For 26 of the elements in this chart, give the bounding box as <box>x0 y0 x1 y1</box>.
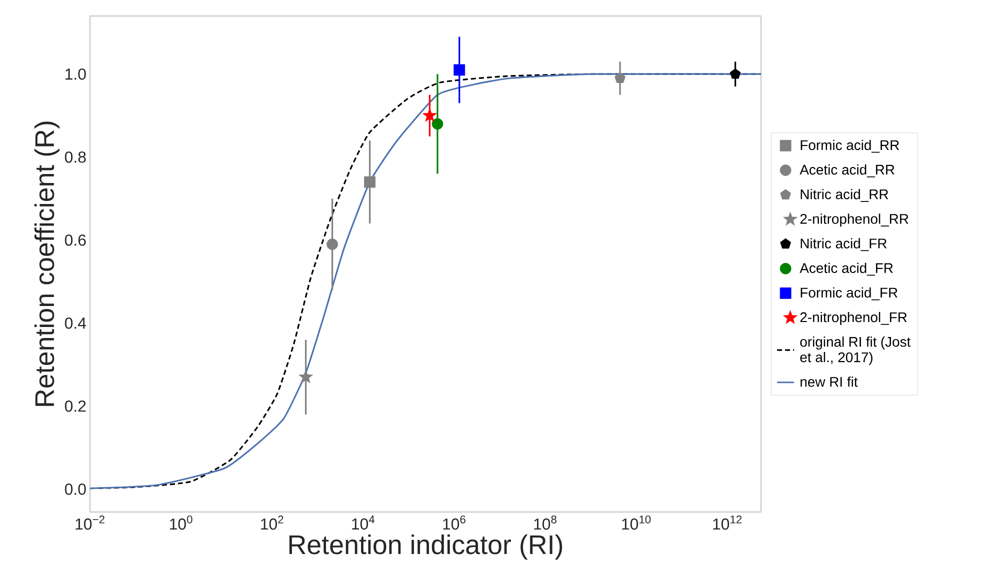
y-tick-label: 0.6 <box>64 234 86 246</box>
legend-label: new RI fit <box>800 376 858 387</box>
legend-label: 2-nitrophenol_FR <box>800 312 907 325</box>
legend-label: Nitric acid_RR <box>800 189 888 202</box>
x-tick-label: 10$^{10}$ <box>622 516 651 530</box>
legend-label: 2-nitrophenol_RR <box>800 214 908 227</box>
y-tick-label: 0.4 <box>64 318 86 329</box>
legend-label: Acetic acid_RR <box>800 164 894 178</box>
x-tick-label: 10$^{2}$ <box>261 516 284 530</box>
x-tick-label: 10$^{−2}$ <box>76 516 104 530</box>
legend-label: Formic acid_RR <box>800 140 899 153</box>
legend-label: original RI fit (Jost et al., 2017) <box>800 336 911 365</box>
legend-label: Nitric acid_FR <box>800 238 887 252</box>
y-tick-label: 0.2 <box>64 400 86 412</box>
x-tick-label: 10$^{0}$ <box>170 516 192 530</box>
x-axis-title: Retention indicator (RI) <box>289 534 562 560</box>
legend-label: Formic acid_FR <box>800 287 898 300</box>
y-tick-label: 1.0 <box>66 68 86 80</box>
x-tick-label: 10$^{4}$ <box>352 516 375 530</box>
legend-label: Acetic acid_FR <box>800 262 893 276</box>
y-axis-title: Retention coefficient (R) <box>34 122 60 406</box>
x-tick-label: 10$^{6}$ <box>443 516 466 530</box>
y-tick-label: 0.8 <box>64 151 86 163</box>
x-tick-label: 10$^{8}$ <box>534 516 556 530</box>
x-tick-label: 10$^{12}$ <box>713 516 742 530</box>
y-tick-label: 0.0 <box>64 484 86 495</box>
